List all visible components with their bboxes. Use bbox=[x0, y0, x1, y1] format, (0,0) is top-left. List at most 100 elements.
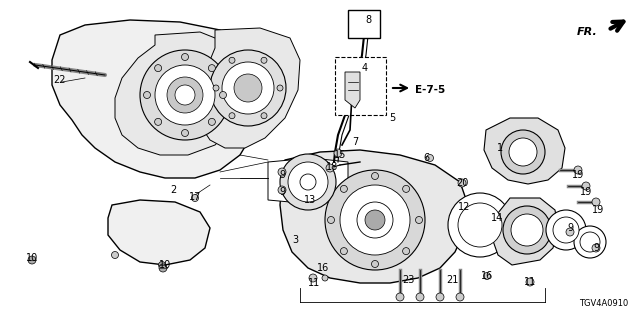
Circle shape bbox=[511, 214, 543, 246]
FancyBboxPatch shape bbox=[348, 10, 380, 38]
Circle shape bbox=[159, 264, 167, 272]
Polygon shape bbox=[345, 72, 360, 108]
Circle shape bbox=[574, 166, 582, 174]
Circle shape bbox=[213, 85, 219, 91]
Text: 11: 11 bbox=[524, 277, 536, 287]
Circle shape bbox=[182, 53, 189, 60]
Circle shape bbox=[371, 172, 378, 180]
Circle shape bbox=[222, 62, 274, 114]
Circle shape bbox=[416, 293, 424, 301]
Circle shape bbox=[155, 118, 162, 125]
Circle shape bbox=[261, 113, 267, 119]
Text: 19: 19 bbox=[592, 205, 604, 215]
Circle shape bbox=[300, 174, 316, 190]
Circle shape bbox=[574, 226, 606, 258]
Circle shape bbox=[483, 273, 490, 279]
Circle shape bbox=[580, 232, 600, 252]
Circle shape bbox=[278, 186, 286, 194]
Text: 2: 2 bbox=[170, 185, 176, 195]
Circle shape bbox=[403, 185, 410, 192]
Circle shape bbox=[403, 248, 410, 255]
Circle shape bbox=[526, 278, 534, 286]
Text: E-7-5: E-7-5 bbox=[415, 85, 445, 95]
Circle shape bbox=[582, 182, 590, 190]
Text: 9: 9 bbox=[279, 187, 285, 197]
Circle shape bbox=[182, 130, 189, 137]
Circle shape bbox=[326, 164, 334, 172]
Text: 5: 5 bbox=[389, 113, 395, 123]
Text: 7: 7 bbox=[352, 137, 358, 147]
Circle shape bbox=[229, 57, 235, 63]
Polygon shape bbox=[198, 28, 300, 148]
Circle shape bbox=[553, 217, 579, 243]
Text: FR.: FR. bbox=[577, 27, 598, 37]
Text: 22: 22 bbox=[54, 75, 67, 85]
Circle shape bbox=[436, 293, 444, 301]
Text: 23: 23 bbox=[402, 275, 414, 285]
Polygon shape bbox=[492, 198, 558, 265]
Circle shape bbox=[175, 85, 195, 105]
Circle shape bbox=[456, 293, 464, 301]
Circle shape bbox=[229, 113, 235, 119]
Text: 9: 9 bbox=[279, 170, 285, 180]
Circle shape bbox=[280, 154, 336, 210]
Circle shape bbox=[277, 85, 283, 91]
Circle shape bbox=[501, 130, 545, 174]
Polygon shape bbox=[268, 158, 348, 204]
Circle shape bbox=[340, 185, 348, 192]
Polygon shape bbox=[280, 150, 468, 283]
Circle shape bbox=[340, 185, 410, 255]
Circle shape bbox=[396, 293, 404, 301]
Circle shape bbox=[509, 138, 537, 166]
Circle shape bbox=[426, 155, 433, 162]
Text: 9: 9 bbox=[567, 223, 573, 233]
Text: 8: 8 bbox=[365, 15, 371, 25]
Circle shape bbox=[111, 252, 118, 259]
Text: 18: 18 bbox=[326, 162, 338, 172]
FancyBboxPatch shape bbox=[335, 57, 386, 115]
Circle shape bbox=[592, 244, 600, 252]
Text: 12: 12 bbox=[458, 202, 470, 212]
Circle shape bbox=[155, 65, 162, 72]
Circle shape bbox=[167, 77, 203, 113]
Circle shape bbox=[334, 149, 342, 157]
Text: 16: 16 bbox=[317, 263, 329, 273]
Circle shape bbox=[294, 168, 322, 196]
Text: 19: 19 bbox=[572, 170, 584, 180]
Circle shape bbox=[261, 57, 267, 63]
Circle shape bbox=[340, 248, 348, 255]
Circle shape bbox=[365, 210, 385, 230]
Circle shape bbox=[458, 179, 466, 187]
Circle shape bbox=[140, 50, 230, 140]
Text: 21: 21 bbox=[446, 275, 458, 285]
Text: 17: 17 bbox=[189, 192, 201, 202]
Circle shape bbox=[209, 65, 216, 72]
Circle shape bbox=[191, 195, 198, 202]
Circle shape bbox=[143, 92, 150, 99]
Text: 9: 9 bbox=[593, 243, 599, 253]
Polygon shape bbox=[484, 118, 565, 184]
Text: 4: 4 bbox=[362, 63, 368, 73]
Text: 3: 3 bbox=[292, 235, 298, 245]
Circle shape bbox=[28, 256, 36, 264]
Circle shape bbox=[415, 217, 422, 223]
Circle shape bbox=[288, 162, 328, 202]
Circle shape bbox=[159, 261, 166, 268]
Text: 15: 15 bbox=[334, 150, 346, 160]
Polygon shape bbox=[115, 32, 252, 155]
Text: 1: 1 bbox=[497, 143, 503, 153]
Circle shape bbox=[546, 210, 586, 250]
Polygon shape bbox=[108, 200, 210, 265]
Circle shape bbox=[448, 193, 512, 257]
Circle shape bbox=[155, 65, 215, 125]
Polygon shape bbox=[52, 20, 268, 178]
Circle shape bbox=[278, 168, 286, 176]
Circle shape bbox=[322, 275, 328, 281]
Circle shape bbox=[234, 74, 262, 102]
Circle shape bbox=[220, 92, 227, 99]
Text: 10: 10 bbox=[159, 260, 171, 270]
Text: 16: 16 bbox=[481, 271, 493, 281]
Circle shape bbox=[592, 198, 600, 206]
Circle shape bbox=[325, 170, 425, 270]
Circle shape bbox=[210, 50, 286, 126]
